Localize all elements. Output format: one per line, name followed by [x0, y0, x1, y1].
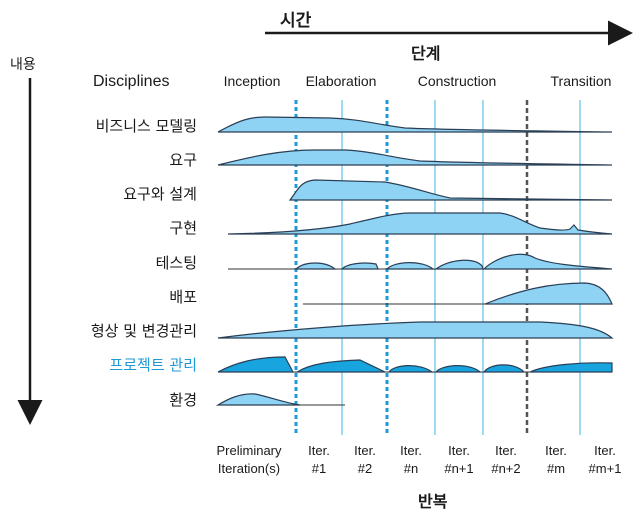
hump-implementation — [227, 212, 613, 235]
iteration-label-2: Iter. #2 — [354, 443, 376, 476]
hump-project-management-5 — [482, 364, 526, 373]
hump-requirements — [217, 149, 613, 166]
hump-project-management-1 — [217, 356, 294, 373]
phases-title: 단계 — [411, 44, 441, 63]
discipline-label-analysis-design: 요구와 설계 — [123, 185, 197, 203]
iteration-label-m-plus-1: Iter. #m+1 — [588, 443, 622, 476]
discipline-label-business-modeling: 비즈니스 모델링 — [95, 117, 197, 135]
hump-business-modeling — [217, 116, 613, 133]
hump-config-change — [217, 321, 614, 339]
phase-inception: Inception — [223, 73, 281, 89]
discipline-label-requirements: 요구 — [169, 151, 197, 169]
hump-testing-3 — [385, 262, 435, 270]
phase-construction: Construction — [417, 73, 497, 89]
time-axis-label: 시간 — [280, 11, 312, 31]
disciplines-header: Disciplines — [93, 73, 170, 90]
iteration-label-n-plus-1: Iter. #n+1 — [444, 443, 474, 476]
discipline-label-implementation: 구현 — [169, 219, 197, 237]
hump-testing-1 — [294, 262, 337, 270]
iteration-label-preliminary: Preliminary Iteration(s) — [216, 443, 282, 476]
iteration-label-m: Iter. #m — [545, 443, 567, 476]
discipline-label-config-change: 형상 및 변경관리 — [90, 322, 197, 340]
hump-project-management-4 — [434, 365, 482, 373]
hump-testing-2 — [340, 262, 379, 270]
discipline-label-project-management: 프로젝트 관리 — [109, 356, 197, 374]
hump-environment — [215, 393, 301, 406]
hump-project-management-2 — [294, 359, 386, 373]
iteration-label-n-plus-2: Iter. #n+2 — [491, 443, 521, 476]
discipline-humps — [215, 116, 614, 406]
hump-project-management-3 — [387, 365, 434, 373]
hump-testing-5 — [482, 253, 613, 270]
discipline-label-testing: 테스팅 — [155, 254, 197, 272]
iteration-label-1: Iter. #1 — [308, 443, 330, 476]
discipline-label-deployment: 배포 — [169, 288, 197, 306]
iteration-label-n: Iter. #n — [400, 443, 422, 476]
content-axis-label: 내용 — [10, 57, 36, 73]
hump-testing-4 — [434, 259, 484, 270]
phase-transition: Transition — [550, 73, 612, 89]
discipline-label-environment: 환경 — [169, 391, 197, 409]
phase-elaboration: Elaboration — [305, 73, 377, 89]
hump-project-management-6 — [529, 362, 613, 373]
hump-analysis-design — [288, 179, 613, 201]
iterations-title: 반복 — [418, 492, 448, 511]
hump-deployment — [484, 282, 613, 305]
